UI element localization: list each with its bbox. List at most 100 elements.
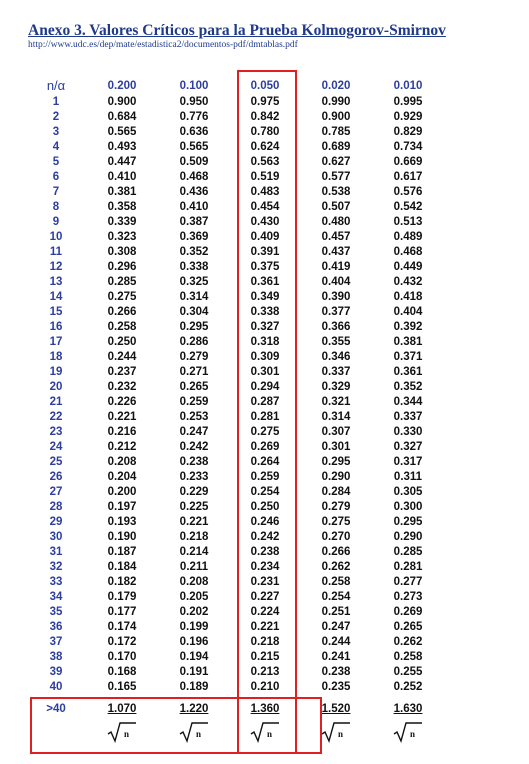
value-cell: 0.262	[321, 561, 351, 573]
n-cell: 35	[49, 606, 63, 618]
value-cell: 0.229	[179, 486, 209, 498]
value-cell: 0.327	[393, 441, 423, 453]
value-cell: 0.190	[107, 531, 137, 543]
n-cell: 13	[49, 276, 63, 288]
table-row: 37 0.172 0.196 0.218 0.244 0.262	[26, 635, 444, 650]
table-row: 16 0.258 0.295 0.327 0.366 0.392	[26, 320, 444, 335]
value-cell: 0.337	[321, 366, 351, 378]
value-cell: 0.281	[393, 561, 423, 573]
value-cell: 0.221	[179, 516, 209, 528]
value-cell: 0.193	[107, 516, 137, 528]
value-cell: 0.311	[393, 471, 423, 483]
table-row: 29 0.193 0.221 0.246 0.275 0.295	[26, 515, 444, 530]
n-cell: 36	[49, 621, 63, 633]
large-n-row: >40 1.070 1.220 1.360 1.520 1.630	[26, 701, 444, 717]
table-row: 39 0.168 0.191 0.213 0.238 0.255	[26, 665, 444, 680]
value-cell: 0.174	[107, 621, 137, 633]
value-cell: 0.489	[393, 231, 423, 243]
value-cell: 0.542	[393, 201, 423, 213]
value-cell: 0.307	[321, 426, 351, 438]
n-cell: 38	[49, 651, 63, 663]
table-row: 10 0.323 0.369 0.409 0.457 0.489	[26, 230, 444, 245]
table-row: 4 0.493 0.565 0.624 0.689 0.734	[26, 140, 444, 155]
value-cell: 0.295	[321, 456, 351, 468]
table-row: 38 0.170 0.194 0.215 0.241 0.258	[26, 650, 444, 665]
n-cell: 14	[49, 291, 63, 303]
value-cell: 0.259	[250, 471, 280, 483]
value-cell: 0.437	[321, 246, 351, 258]
value-cell: 0.258	[321, 576, 351, 588]
value-cell: 0.776	[179, 111, 209, 123]
value-cell: 0.565	[107, 126, 137, 138]
value-cell: 0.457	[321, 231, 351, 243]
large-n-numerator: 1.220	[179, 703, 209, 715]
table-row: 6 0.410 0.468 0.519 0.577 0.617	[26, 170, 444, 185]
value-cell: 0.375	[250, 261, 280, 273]
value-cell: 0.900	[321, 111, 351, 123]
value-cell: 0.317	[393, 456, 423, 468]
table-row: 2 0.684 0.776 0.842 0.900 0.929	[26, 110, 444, 125]
value-cell: 0.242	[250, 531, 280, 543]
table-row: 40 0.165 0.189 0.210 0.235 0.252	[26, 680, 444, 695]
value-cell: 0.264	[250, 456, 280, 468]
table-row: 20 0.232 0.265 0.294 0.329 0.352	[26, 380, 444, 395]
value-cell: 0.172	[107, 636, 137, 648]
value-cell: 0.170	[107, 651, 137, 663]
value-cell: 0.493	[107, 141, 137, 153]
sqrt-n-icon: n	[179, 722, 208, 743]
value-cell: 0.295	[179, 321, 209, 333]
value-cell: 0.468	[179, 171, 209, 183]
value-cell: 0.254	[321, 591, 351, 603]
value-cell: 0.636	[179, 126, 209, 138]
n-cell: 28	[49, 501, 63, 513]
value-cell: 0.275	[250, 426, 280, 438]
value-cell: 0.330	[393, 426, 423, 438]
value-cell: 0.361	[393, 366, 423, 378]
n-cell: 6	[52, 171, 60, 183]
value-cell: 0.246	[250, 516, 280, 528]
value-cell: 0.184	[107, 561, 137, 573]
value-cell: 0.216	[107, 426, 137, 438]
value-cell: 0.404	[321, 276, 351, 288]
table-row: 19 0.237 0.271 0.301 0.337 0.361	[26, 365, 444, 380]
value-cell: 0.252	[393, 681, 423, 693]
value-cell: 0.244	[321, 636, 351, 648]
value-cell: 0.177	[107, 606, 137, 618]
value-cell: 0.352	[179, 246, 209, 258]
value-cell: 0.258	[393, 651, 423, 663]
value-cell: 0.684	[107, 111, 137, 123]
value-cell: 0.361	[250, 276, 280, 288]
value-cell: 0.323	[107, 231, 137, 243]
value-cell: 0.285	[107, 276, 137, 288]
value-cell: 0.624	[250, 141, 280, 153]
n-cell: 15	[49, 306, 63, 318]
n-cell: 2	[52, 111, 60, 123]
svg-text:n: n	[267, 729, 272, 739]
value-cell: 0.237	[107, 366, 137, 378]
value-cell: 0.210	[250, 681, 280, 693]
value-cell: 0.929	[393, 111, 423, 123]
value-cell: 0.258	[107, 321, 137, 333]
value-cell: 0.238	[321, 666, 351, 678]
value-cell: 0.200	[107, 486, 137, 498]
value-cell: 0.975	[250, 96, 280, 108]
table-row: 27 0.200 0.229 0.254 0.284 0.305	[26, 485, 444, 500]
value-cell: 0.199	[179, 621, 209, 633]
n-cell: 17	[49, 336, 63, 348]
value-cell: 0.265	[179, 381, 209, 393]
table-row: 32 0.184 0.211 0.234 0.262 0.281	[26, 560, 444, 575]
value-cell: 0.519	[250, 171, 280, 183]
value-cell: 0.275	[107, 291, 137, 303]
table-row: 8 0.358 0.410 0.454 0.507 0.542	[26, 200, 444, 215]
n-cell: 20	[49, 381, 63, 393]
value-cell: 0.480	[321, 216, 351, 228]
value-cell: 0.279	[179, 351, 209, 363]
value-cell: 0.250	[250, 501, 280, 513]
value-cell: 0.513	[393, 216, 423, 228]
table-row: 14 0.275 0.314 0.349 0.390 0.418	[26, 290, 444, 305]
value-cell: 0.329	[321, 381, 351, 393]
value-cell: 0.221	[250, 621, 280, 633]
n-cell: 19	[49, 366, 63, 378]
value-cell: 0.304	[179, 306, 209, 318]
value-cell: 0.213	[250, 666, 280, 678]
